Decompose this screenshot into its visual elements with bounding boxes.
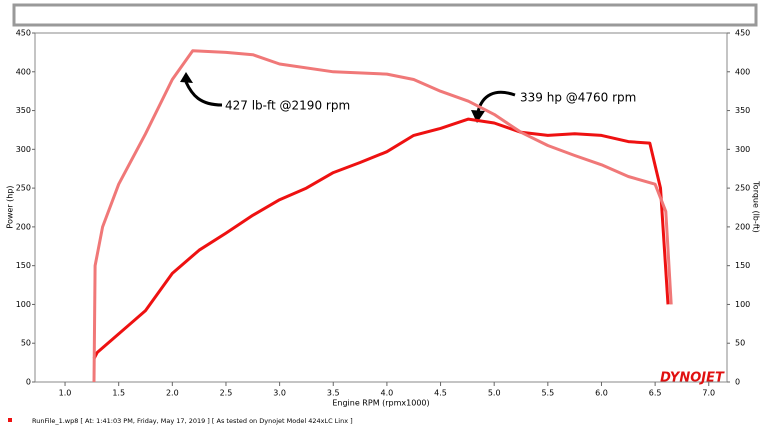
y-tick-label: 50: [21, 339, 31, 348]
y-tick-label: 300: [16, 145, 31, 154]
arrowhead: [180, 72, 193, 83]
x-tick-label: 2.0: [166, 389, 179, 398]
x-tick-label: 2.5: [220, 389, 233, 398]
x-tick-label: 1.5: [112, 389, 125, 398]
y-tick-label: 250: [16, 184, 31, 193]
y-tick-label: 150: [16, 261, 31, 270]
legend-marker: [8, 418, 12, 422]
arrowhead: [471, 110, 485, 123]
plot-area: [34, 32, 728, 383]
y-tick-label: 0: [26, 378, 31, 387]
y2-tick-label: 50: [735, 339, 745, 348]
annotation: 427 lb-ft @2190 rpm: [225, 99, 350, 113]
arrow: [184, 81, 223, 107]
y-tick-label: 200: [16, 222, 31, 231]
annotation: 339 hp @4760 rpm: [520, 91, 636, 105]
y-axis-label: Power (hp): [6, 185, 15, 228]
x-tick-label: 5.0: [488, 389, 501, 398]
y2-axis-label: Torque (lb-ft): [752, 180, 761, 232]
y-tick-label: 100: [16, 300, 31, 309]
data-line: [92, 49, 673, 383]
x-axis-label: Engine RPM (rpmx1000): [332, 399, 429, 408]
data-line: [92, 117, 670, 360]
x-tick-label: 3.5: [327, 389, 340, 398]
x-tick-label: 5.5: [541, 389, 554, 398]
y-tick-label: 350: [16, 106, 31, 115]
footer: RunFile_1.wp8 [ At: 1:41:03 PM, Friday, …: [32, 417, 353, 425]
x-tick-label: 7.0: [702, 389, 715, 398]
x-tick-label: 6.0: [595, 389, 608, 398]
x-tick-label: 4.0: [381, 389, 394, 398]
y2-tick-label: 150: [735, 261, 750, 270]
y2-tick-label: 350: [735, 106, 750, 115]
x-tick-label: 6.5: [649, 389, 662, 398]
x-tick-label: 3.0: [273, 389, 286, 398]
y2-tick-label: 250: [735, 184, 750, 193]
title-box: [12, 3, 758, 27]
y-tick-label: 400: [16, 67, 31, 76]
y2-tick-label: 200: [735, 222, 750, 231]
x-tick-label: 1.0: [59, 389, 72, 398]
x-tick-label: 4.5: [434, 389, 447, 398]
y2-tick-label: 0: [735, 378, 740, 387]
brand-logo: DYNOJET: [660, 371, 725, 386]
y2-tick-label: 100: [735, 300, 750, 309]
y-tick-label: 450: [16, 29, 31, 38]
y2-tick-label: 400: [735, 67, 750, 76]
y2-tick-label: 450: [735, 29, 750, 38]
y2-tick-label: 300: [735, 145, 750, 154]
